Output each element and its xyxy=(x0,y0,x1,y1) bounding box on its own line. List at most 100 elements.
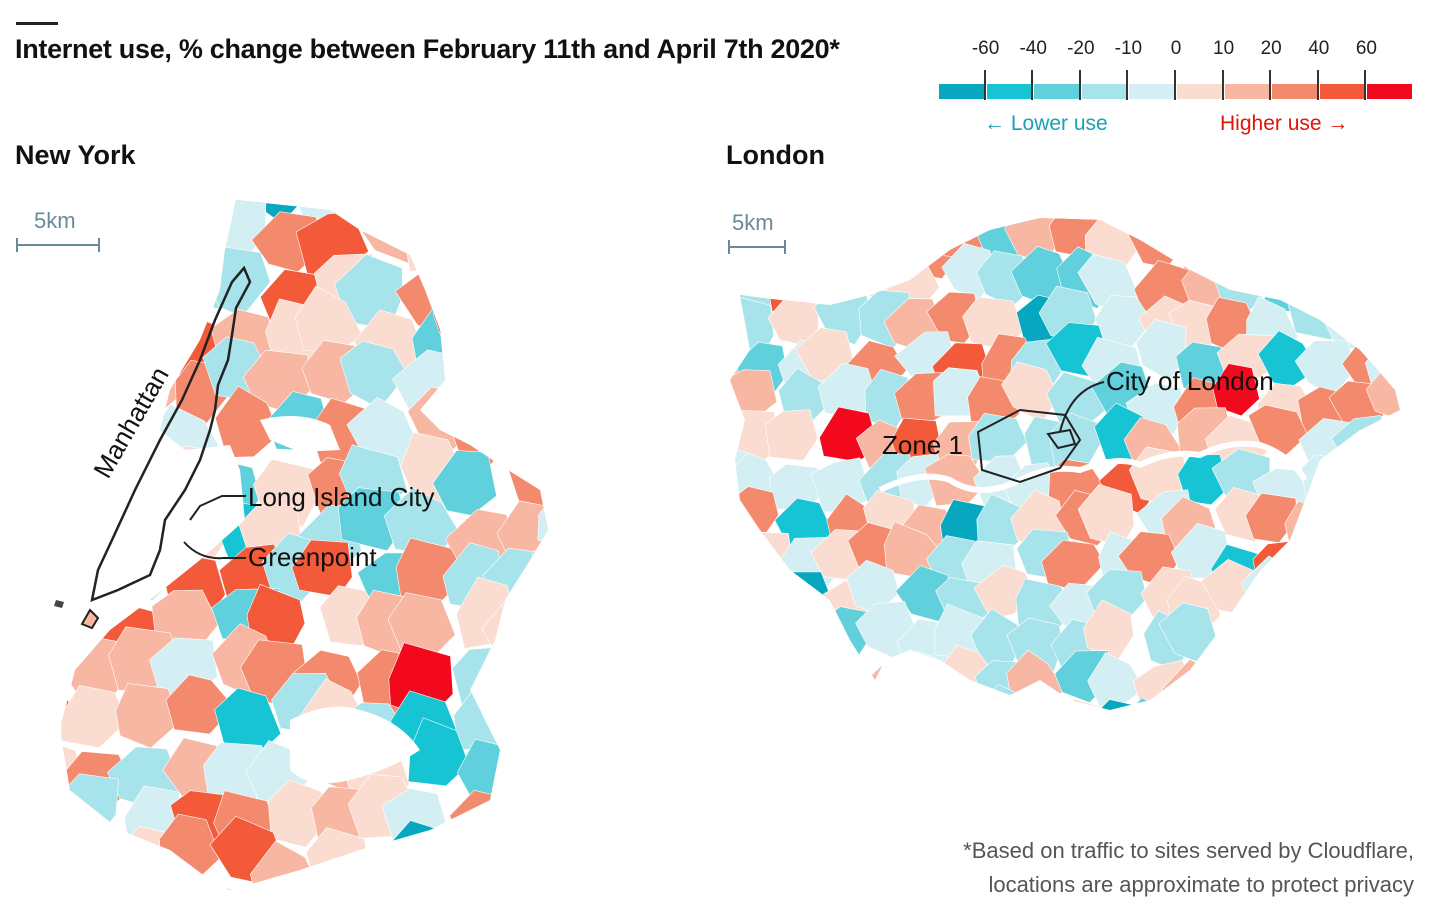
london-area-cell xyxy=(1326,598,1381,656)
new-york-area-cell xyxy=(584,388,600,457)
new-york-area-cell xyxy=(493,200,548,203)
new-york-area-cell xyxy=(60,588,74,657)
london-area-cell xyxy=(1295,218,1349,274)
new-york-title: New York xyxy=(15,140,136,170)
new-york-area-cell xyxy=(164,445,231,513)
new-york-area-cell xyxy=(60,430,88,510)
higher-use-label: Higher use → xyxy=(1220,112,1349,135)
london-area-cell xyxy=(767,611,834,675)
legend-tick xyxy=(1126,70,1129,100)
new-york-area-cell xyxy=(0,445,46,512)
london-area-cell xyxy=(720,720,747,740)
legend-swatch xyxy=(1367,84,1412,99)
new-york-area-cell xyxy=(575,285,601,349)
legend-tick xyxy=(1364,70,1367,100)
legend-tick-label: -20 xyxy=(1067,38,1095,59)
new-york-area-cell xyxy=(0,262,20,327)
new-york-area-cell xyxy=(305,827,369,890)
legend-tick-label: 20 xyxy=(1260,38,1282,59)
london-area-cell xyxy=(1212,363,1260,417)
london-area-cell xyxy=(886,730,946,740)
new-york-area-cell xyxy=(510,405,548,470)
london-area-cell xyxy=(1165,701,1225,710)
new-york-area-cell xyxy=(598,342,600,404)
new-york-area-cell xyxy=(390,820,465,890)
london-area-cell xyxy=(1414,214,1420,267)
legend-swatch xyxy=(1319,84,1365,99)
london-area-cell xyxy=(894,650,946,709)
london-area-cell xyxy=(780,722,837,740)
london-area-cell xyxy=(1336,243,1394,300)
london-area-cell xyxy=(1010,693,1072,710)
london-area-cell xyxy=(765,656,824,710)
london-area-cell xyxy=(1413,605,1420,655)
legend-swatch xyxy=(1034,84,1079,99)
new-york-area-cell xyxy=(60,534,75,601)
london-area-cell xyxy=(1406,299,1420,355)
new-york-area-cell xyxy=(60,500,135,572)
london-area-cell xyxy=(1379,601,1400,658)
london-area-cell xyxy=(930,692,994,710)
new-york-area-cell xyxy=(547,620,548,689)
london-area-cell xyxy=(1127,218,1184,268)
london-area-cell xyxy=(1257,222,1314,282)
new-york-area-cell xyxy=(0,685,34,752)
greenpoint-label: Greenpoint xyxy=(248,542,377,572)
new-york-area-cell xyxy=(60,341,97,406)
new-york-area-cell xyxy=(441,200,514,231)
new-york-area-cell xyxy=(533,234,548,309)
new-york-area-cell xyxy=(259,884,322,890)
london-area-cell xyxy=(1379,221,1400,278)
new-york-scale-bar: 5km xyxy=(16,208,102,258)
new-york-area-cell xyxy=(69,821,128,889)
london-area-cell xyxy=(850,218,910,275)
new-york-area-cell xyxy=(0,196,46,258)
legend-tick xyxy=(1221,70,1224,100)
london-area-cell xyxy=(900,694,952,710)
new-york-area-cell xyxy=(200,200,267,258)
new-york-area-cell xyxy=(507,436,548,511)
legend-swatch xyxy=(1177,84,1222,99)
new-york-area-cell xyxy=(497,871,548,890)
london-area-cell xyxy=(1056,698,1111,710)
london-area-cell xyxy=(1365,369,1400,423)
footnote-line-2: locations are approximate to protect pri… xyxy=(988,872,1414,897)
new-york-area-cell xyxy=(60,211,126,275)
london-area-cell xyxy=(1289,580,1346,635)
london-area-cell xyxy=(1215,218,1266,233)
new-york-area-cell xyxy=(112,287,183,357)
london-area-cell xyxy=(1135,319,1187,381)
new-york-area-cell xyxy=(553,303,600,368)
london-area-cell xyxy=(770,700,830,710)
new-york-area-cell xyxy=(102,863,171,890)
london-area-cell xyxy=(1337,524,1396,578)
new-york-area-cell xyxy=(115,200,189,267)
legend-tick xyxy=(1031,70,1034,100)
new-york-area-cell xyxy=(526,870,548,890)
new-york-area-cell xyxy=(531,535,548,599)
london-area-cell xyxy=(730,564,736,622)
new-york-area-cell xyxy=(0,493,46,558)
new-york-map: Manhattan Long Island City Greenpoint xyxy=(0,190,601,890)
title-rule xyxy=(16,22,58,25)
new-york-area-cell xyxy=(457,206,530,270)
london-area-cell xyxy=(1123,218,1184,225)
london-area-cell xyxy=(1296,218,1356,226)
legend-tick xyxy=(1078,70,1081,100)
new-york-area-cell xyxy=(60,254,125,317)
legend-tick xyxy=(1174,70,1176,100)
london-area-cell xyxy=(1329,647,1383,702)
new-york-area-cell xyxy=(527,437,548,498)
london-area-cell xyxy=(1360,444,1400,500)
new-york-area-cell xyxy=(340,200,407,222)
new-york-area-cell xyxy=(0,190,20,227)
new-york-area-cell xyxy=(432,288,513,359)
london-area-cell xyxy=(730,218,759,233)
london-area-cell xyxy=(1329,218,1386,224)
london-area-cell xyxy=(1408,729,1421,740)
london-scale-bar: 5km xyxy=(728,210,788,260)
london-area-cell xyxy=(857,665,917,710)
new-york-area-cell xyxy=(60,200,96,261)
london-area-cell xyxy=(1417,372,1420,423)
new-york-area-cell xyxy=(486,780,547,858)
